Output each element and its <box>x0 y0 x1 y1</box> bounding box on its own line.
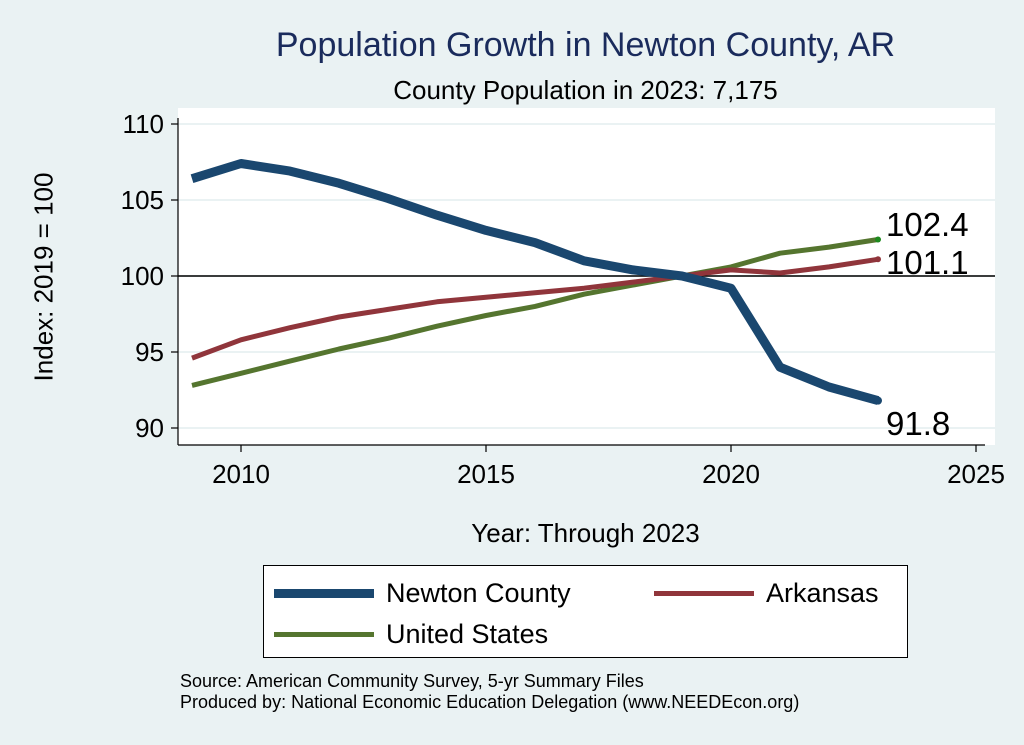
y-tick-label-90: 90 <box>135 413 164 443</box>
end-label-arkansas: 101.1 <box>886 244 969 281</box>
legend-label-united-states: United States <box>386 619 549 649</box>
y-axis-label: Index: 2019 = 100 <box>28 172 59 382</box>
chart-subtitle: County Population in 2023: 7,175 <box>393 75 778 105</box>
footer: Source: American Community Survey, 5-yr … <box>180 671 799 713</box>
footer-source: Source: American Community Survey, 5-yr … <box>180 671 644 691</box>
x-axis-label: Year: Through 2023 <box>471 518 700 548</box>
x-tick-label-2025: 2025 <box>947 459 1005 489</box>
end-label-united-states: 102.4 <box>886 206 969 243</box>
x-tick-label-2020: 2020 <box>702 459 760 489</box>
series-end-point-united-states <box>875 236 881 243</box>
series-line-newton-county <box>190 159 880 405</box>
legend-swatch-arkansas <box>654 591 754 596</box>
legend: Newton County Arkansas United States <box>263 565 908 658</box>
legend-label-newton-county: Newton County <box>386 578 571 608</box>
chart-title: Population Growth in Newton County, AR <box>275 26 896 64</box>
y-tick-label-105: 105 <box>121 185 164 215</box>
y-tick-label-110: 110 <box>123 109 164 139</box>
y-tick-label-95: 95 <box>135 337 164 367</box>
x-tick-label-2015: 2015 <box>457 459 515 489</box>
series-line-united-states <box>191 237 879 388</box>
legend-item-arkansas: Arkansas <box>654 578 879 609</box>
legend-item-newton-county: Newton County <box>274 578 571 609</box>
legend-swatch-newton-county <box>274 589 374 598</box>
legend-item-united-states: United States <box>274 619 548 650</box>
legend-swatch-united-states <box>274 632 374 637</box>
series-end-point-newton-county <box>874 396 882 405</box>
legend-label-arkansas: Arkansas <box>766 578 879 608</box>
end-label-newton-county: 91.8 <box>886 405 950 442</box>
footer-produced-by: Produced by: National Economic Education… <box>180 692 800 712</box>
series-line-arkansas <box>191 256 879 361</box>
y-tick-label-100: 100 <box>121 261 164 291</box>
x-tick-label-2010: 2010 <box>212 459 270 489</box>
series-end-point-arkansas <box>875 256 881 263</box>
